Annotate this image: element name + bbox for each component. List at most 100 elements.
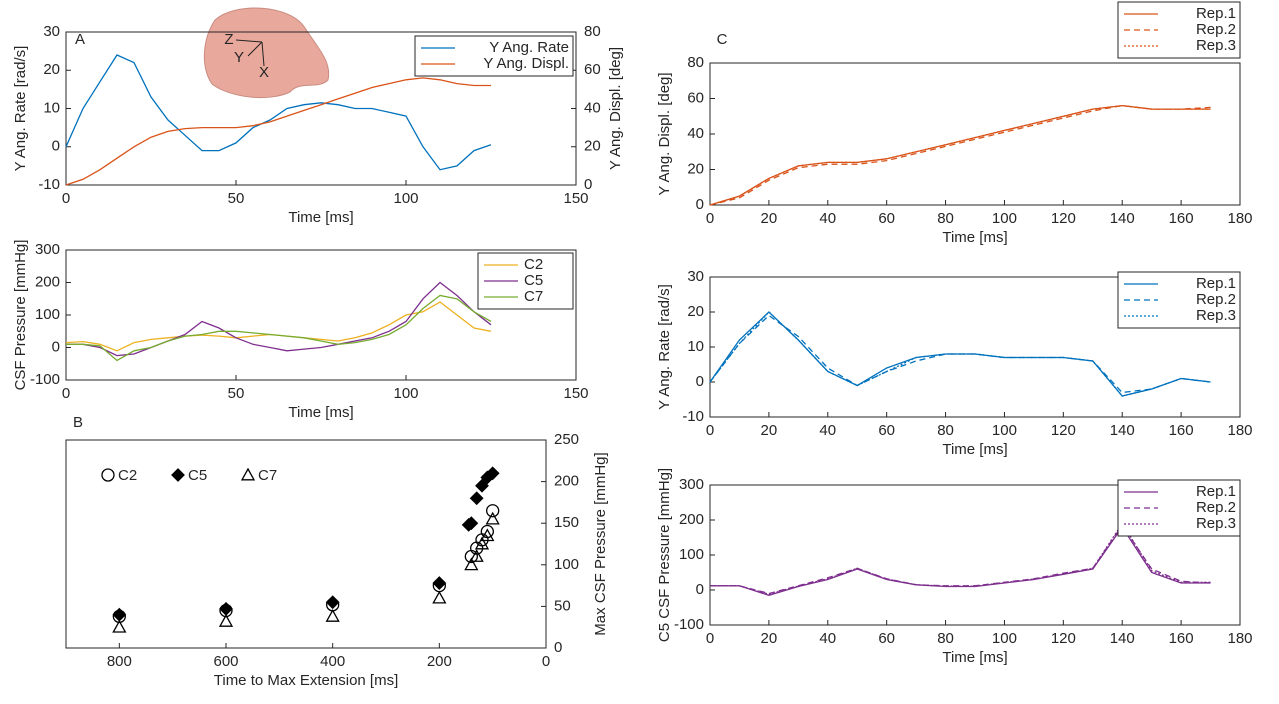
legend-label: Rep.2 bbox=[1196, 21, 1236, 38]
marker bbox=[432, 590, 447, 604]
y-tick-label: -100 bbox=[30, 371, 60, 388]
y-tick-label: 50 bbox=[554, 597, 571, 614]
y-tick-label: 100 bbox=[679, 546, 704, 563]
x-tick-label: 180 bbox=[1227, 630, 1252, 647]
series-line bbox=[710, 522, 1211, 595]
series-line bbox=[709, 104, 1211, 206]
x-tick-label: 20 bbox=[761, 210, 778, 227]
panel-label: A bbox=[75, 31, 85, 48]
head-axes bbox=[235, 39, 265, 67]
marker bbox=[464, 516, 479, 531]
x-tick-label: 400 bbox=[320, 653, 345, 670]
x-tick-label: 200 bbox=[427, 653, 452, 670]
x-tick-label: 0 bbox=[706, 630, 714, 647]
x-tick-label: 800 bbox=[107, 653, 132, 670]
x-tick-label: 160 bbox=[1169, 210, 1194, 227]
x-tick-label: 100 bbox=[393, 385, 418, 402]
head-model bbox=[203, 7, 330, 99]
marker bbox=[486, 504, 500, 518]
y-tick-label: 0 bbox=[554, 639, 562, 656]
x-tick-label: 60 bbox=[878, 210, 895, 227]
x-tick-label: 100 bbox=[992, 630, 1017, 647]
y-tick-label: 20 bbox=[687, 160, 704, 177]
series-line bbox=[65, 77, 491, 186]
marker bbox=[325, 595, 340, 610]
x-tick-label: 140 bbox=[1110, 422, 1135, 439]
x-tick-label: 140 bbox=[1110, 210, 1135, 227]
y2-axis-label: Y Ang. Displ. [deg] bbox=[607, 47, 624, 170]
x-tick-label: 0 bbox=[706, 210, 714, 227]
x-axis-label: Time [ms] bbox=[942, 441, 1007, 458]
y-tick-label: 0 bbox=[52, 138, 60, 155]
plot-frame bbox=[709, 62, 1241, 206]
x-tick-label: 80 bbox=[937, 630, 954, 647]
marker bbox=[219, 601, 233, 616]
y-axis-label: C5 CSF Pressure [mmHg] bbox=[656, 468, 673, 642]
y-axis-label: Max CSF Pressure [mmHg] bbox=[592, 452, 609, 635]
y-tick-label: 20 bbox=[43, 61, 60, 78]
marker bbox=[475, 478, 489, 493]
series-line bbox=[66, 281, 492, 357]
x-tick-label: 180 bbox=[1227, 210, 1252, 227]
y-tick-label: -10 bbox=[682, 408, 704, 425]
legend-label: C7 bbox=[524, 288, 543, 305]
y-tick-label: 40 bbox=[687, 125, 704, 142]
y2-tick-label: 80 bbox=[584, 23, 601, 40]
x-tick-label: 40 bbox=[819, 422, 836, 439]
marker bbox=[171, 468, 185, 482]
y-tick-label: -10 bbox=[38, 176, 60, 193]
y-tick-label: 150 bbox=[554, 514, 579, 531]
x-tick-label: 120 bbox=[1051, 422, 1076, 439]
y-tick-label: 30 bbox=[43, 23, 60, 40]
legend-label: C5 bbox=[524, 272, 543, 289]
legend-label: C5 bbox=[188, 467, 207, 484]
x-tick-label: 100 bbox=[393, 190, 418, 207]
marker bbox=[485, 511, 500, 525]
y-tick-label: 300 bbox=[679, 476, 704, 493]
series-line bbox=[709, 104, 1211, 206]
legend-label: Rep.2 bbox=[1196, 291, 1236, 308]
y2-tick-label: 60 bbox=[584, 61, 601, 78]
legend-label: Rep.3 bbox=[1196, 307, 1236, 324]
y-tick-label: 0 bbox=[52, 338, 60, 355]
x-tick-label: 100 bbox=[992, 422, 1017, 439]
marker bbox=[218, 614, 234, 627]
legend-label: C2 bbox=[524, 256, 543, 273]
x-tick-label: 60 bbox=[878, 630, 895, 647]
legend-label: Rep.1 bbox=[1196, 5, 1236, 22]
y2-tick-label: 40 bbox=[584, 99, 601, 116]
x-tick-label: 20 bbox=[761, 422, 778, 439]
y-tick-label: 30 bbox=[687, 268, 704, 285]
marker bbox=[112, 619, 127, 633]
y2-tick-label: 20 bbox=[584, 138, 601, 155]
x-tick-label: 140 bbox=[1110, 630, 1135, 647]
y2-tick-label: 0 bbox=[584, 176, 592, 193]
y-tick-label: 10 bbox=[687, 338, 704, 355]
marker bbox=[432, 576, 447, 591]
marker bbox=[469, 491, 484, 506]
axis-annotation: Z bbox=[224, 31, 233, 48]
marker bbox=[480, 524, 494, 539]
y-axis-label: Y Ang. Rate [rad/s] bbox=[12, 46, 29, 172]
x-axis-label: Time [ms] bbox=[288, 404, 353, 421]
x-tick-label: 0 bbox=[62, 190, 70, 207]
x-tick-label: 50 bbox=[228, 385, 245, 402]
x-tick-label: 50 bbox=[228, 190, 245, 207]
marker bbox=[240, 467, 256, 481]
legend-label: Rep.3 bbox=[1196, 37, 1236, 54]
x-tick-label: 160 bbox=[1169, 630, 1194, 647]
series-line bbox=[66, 294, 492, 362]
legend-label: Rep.2 bbox=[1196, 499, 1236, 516]
x-tick-label: 40 bbox=[819, 210, 836, 227]
marker bbox=[469, 549, 484, 562]
y-tick-label: 100 bbox=[35, 306, 60, 323]
marker bbox=[474, 536, 490, 550]
x-tick-label: 180 bbox=[1227, 422, 1252, 439]
y-tick-label: 0 bbox=[696, 373, 704, 390]
marker bbox=[480, 528, 495, 542]
x-axis-label: Time [ms] bbox=[288, 209, 353, 226]
legend-label: Rep.1 bbox=[1196, 275, 1236, 292]
legend-label: Y Ang. Displ. bbox=[483, 55, 569, 72]
series-line bbox=[710, 525, 1211, 596]
x-tick-label: 60 bbox=[878, 422, 895, 439]
